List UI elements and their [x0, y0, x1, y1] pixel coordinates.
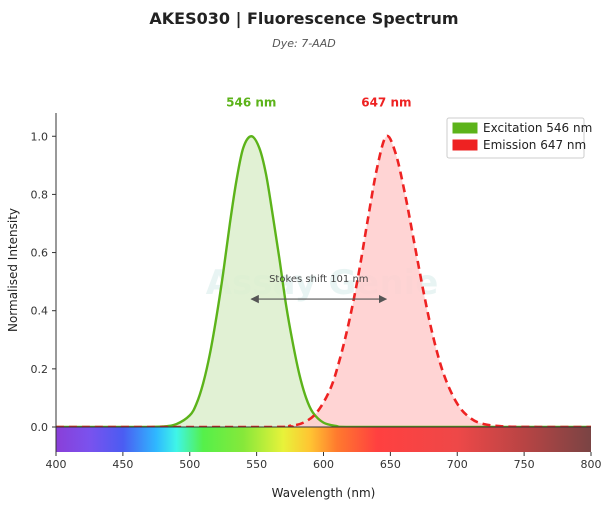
y-axis-ticks: 0.0 0.2 0.4 0.6 0.8 1.0 [31, 130, 56, 434]
x-tick-label: 750 [514, 458, 535, 471]
stokes-shift-annotation: Stokes shift 101 nm [250, 274, 388, 304]
series-line-0 [56, 135, 591, 429]
x-axis-title: Wavelength (nm) [272, 486, 376, 500]
x-tick-label: 500 [179, 458, 200, 471]
y-tick-label: 0.6 [31, 247, 49, 260]
y-tick-label: 0.4 [31, 305, 49, 318]
y-tick-label: 0.0 [31, 421, 49, 434]
x-tick-label: 600 [313, 458, 334, 471]
x-tick-label: 650 [380, 458, 401, 471]
x-tick-label: 800 [581, 458, 602, 471]
legend-swatch-0 [452, 122, 478, 134]
legend-label-1: Emission 647 nm [483, 138, 586, 152]
chart-subtitle: Dye: 7-AAD [272, 37, 336, 50]
legend-label-0: Excitation 546 nm [483, 121, 592, 135]
y-tick-label: 0.2 [31, 363, 49, 376]
stokes-shift-label: Stokes shift 101 nm [269, 274, 368, 285]
x-tick-label: 700 [447, 458, 468, 471]
chart-title: AKES030 | Fluorescence Spectrum [149, 9, 459, 28]
y-tick-label: 0.8 [31, 188, 49, 201]
legend-swatch-1 [452, 139, 478, 151]
y-axis-title: Normalised Intensity [6, 208, 20, 332]
x-tick-label: 400 [46, 458, 67, 471]
x-axis-ticks: 400 450 500 550 600 650 700 750 800 [46, 452, 602, 471]
y-tick-label: 1.0 [31, 130, 49, 143]
visible-spectrum-bar [56, 427, 591, 452]
series-lines [56, 134, 591, 429]
legend-box [446, 117, 585, 159]
x-tick-label: 550 [246, 458, 267, 471]
peak-label-1: 647 nm [361, 95, 411, 109]
x-tick-label: 450 [112, 458, 133, 471]
peak-label-0: 546 nm [226, 95, 276, 109]
peak-labels: 546 nm 647 nm [226, 95, 411, 109]
legend: Excitation 546 nm Emission 647 nm [446, 117, 592, 159]
